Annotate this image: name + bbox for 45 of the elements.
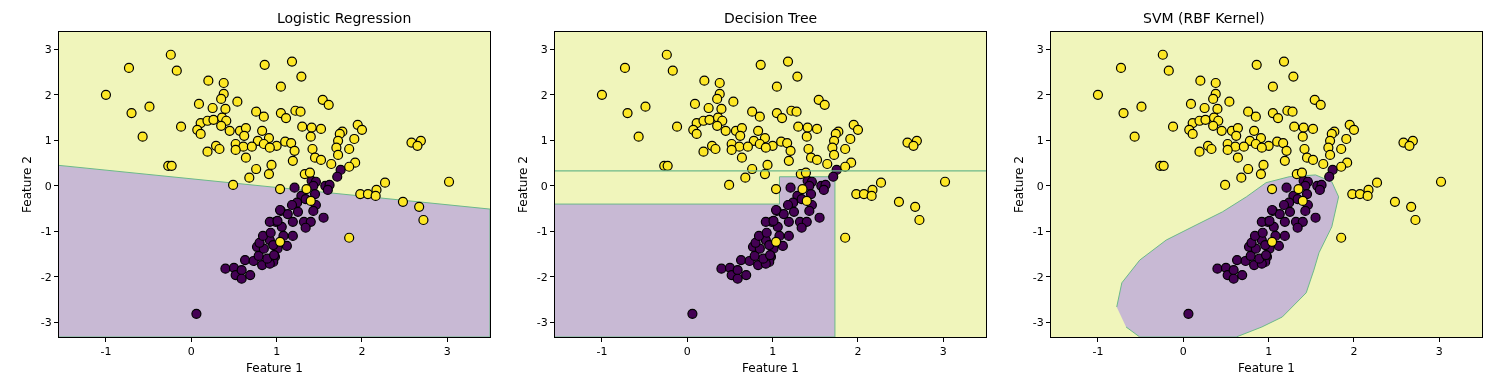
y-tick-label: -2 xyxy=(536,270,548,284)
x-tick-label: 1 xyxy=(769,345,777,359)
y-tick-label: 2 xyxy=(540,88,548,102)
y-tick-label: 3 xyxy=(44,43,52,57)
x-axis-title: Feature 1 xyxy=(742,361,799,376)
x-tick-label: -1 xyxy=(596,345,608,359)
y-tick-label: -3 xyxy=(1032,316,1044,330)
x-axis-title: Feature 1 xyxy=(246,361,303,376)
x-tick-label: 0 xyxy=(1179,345,1187,359)
x-tick-label: 2 xyxy=(854,345,862,359)
y-tick-label: 1 xyxy=(44,134,52,148)
y-tick-label: 2 xyxy=(44,88,52,102)
y-tick-label: 2 xyxy=(1036,88,1044,102)
chart-title: SVM (RBF Kernel) xyxy=(1143,10,1265,26)
x-tick-label: 1 xyxy=(1265,345,1273,359)
chart-title: Decision Tree xyxy=(724,10,818,26)
x-tick-label: 2 xyxy=(358,345,366,359)
y-tick-label: 3 xyxy=(540,43,548,57)
x-tick-label: 0 xyxy=(187,345,195,359)
y-axis-title: Feature 2 xyxy=(1012,156,1027,213)
chart-title: Logistic Regression xyxy=(277,10,412,26)
x-tick-label: -1 xyxy=(100,345,112,359)
y-tick-label: -1 xyxy=(1032,225,1044,239)
x-tick-label: 3 xyxy=(1435,345,1443,359)
x-axis-title: Feature 1 xyxy=(1238,361,1295,376)
x-tick-label: 1 xyxy=(273,345,281,359)
y-axis-title: Feature 2 xyxy=(20,156,35,213)
y-tick-label: 1 xyxy=(1036,134,1044,148)
y-tick-label: 0 xyxy=(540,179,548,193)
y-tick-label: -2 xyxy=(1032,270,1044,284)
x-tick-label: 3 xyxy=(443,345,451,359)
y-tick-label: -1 xyxy=(40,225,52,239)
x-tick-label: 0 xyxy=(683,345,691,359)
y-tick-label: 0 xyxy=(44,179,52,193)
y-tick-label: -2 xyxy=(40,270,52,284)
y-tick-label: 0 xyxy=(1036,179,1044,193)
y-tick-label: -1 xyxy=(536,225,548,239)
y-tick-label: 3 xyxy=(1036,43,1044,57)
y-axis-title: Feature 2 xyxy=(516,156,531,213)
y-tick-label: -3 xyxy=(40,316,52,330)
y-tick-label: 1 xyxy=(540,134,548,148)
y-tick-label: -3 xyxy=(536,316,548,330)
x-tick-label: -1 xyxy=(1092,345,1104,359)
x-tick-label: 2 xyxy=(1350,345,1358,359)
x-tick-label: 3 xyxy=(939,345,947,359)
